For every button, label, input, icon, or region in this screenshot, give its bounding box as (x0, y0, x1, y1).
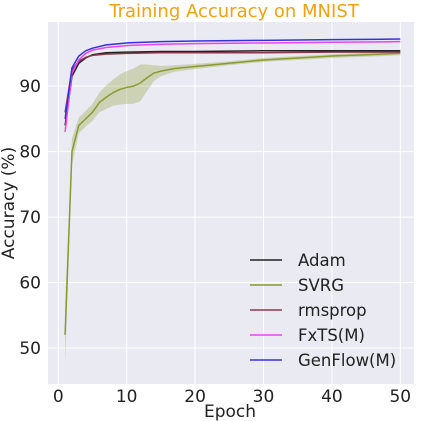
tick-labels: 0 10 20 30 40 50 50 60 70 80 90 (19, 77, 411, 407)
y-tick-label: 80 (19, 143, 41, 163)
series-line-adam (64, 50, 401, 126)
y-axis-label: Accuracy (%) (0, 147, 19, 259)
y-tick-label: 50 (19, 339, 41, 359)
legend-label: GenFlow(M) (298, 351, 396, 370)
legend-label: FxTS(M) (298, 326, 365, 345)
x-tick-label: 40 (321, 387, 343, 407)
y-tick-label: 90 (19, 77, 41, 97)
legend-label: rmsprop (298, 301, 367, 320)
series-line-genflow-m- (64, 38, 401, 119)
x-tick-label: 0 (53, 387, 64, 407)
x-tick-label: 30 (253, 387, 275, 407)
plot-background (48, 22, 414, 384)
legend: Adam SVRG rmsprop FxTS(M) GenFlow(M) (250, 251, 396, 370)
chart-title: Training Accuracy on MNIST (108, 1, 360, 22)
legend-label: SVRG (298, 276, 344, 295)
series-lines (64, 38, 401, 335)
x-tick-label: 50 (389, 387, 411, 407)
grid (48, 22, 414, 384)
x-tick-label: 20 (184, 387, 206, 407)
series-line-svrg (64, 52, 401, 335)
y-tick-label: 70 (19, 208, 41, 228)
legend-label: Adam (298, 251, 346, 270)
x-tick-label: 10 (116, 387, 138, 407)
y-tick-label: 60 (19, 274, 41, 294)
x-axis-label: Epoch (204, 402, 256, 421)
series-line-fxts-m- (64, 40, 401, 133)
